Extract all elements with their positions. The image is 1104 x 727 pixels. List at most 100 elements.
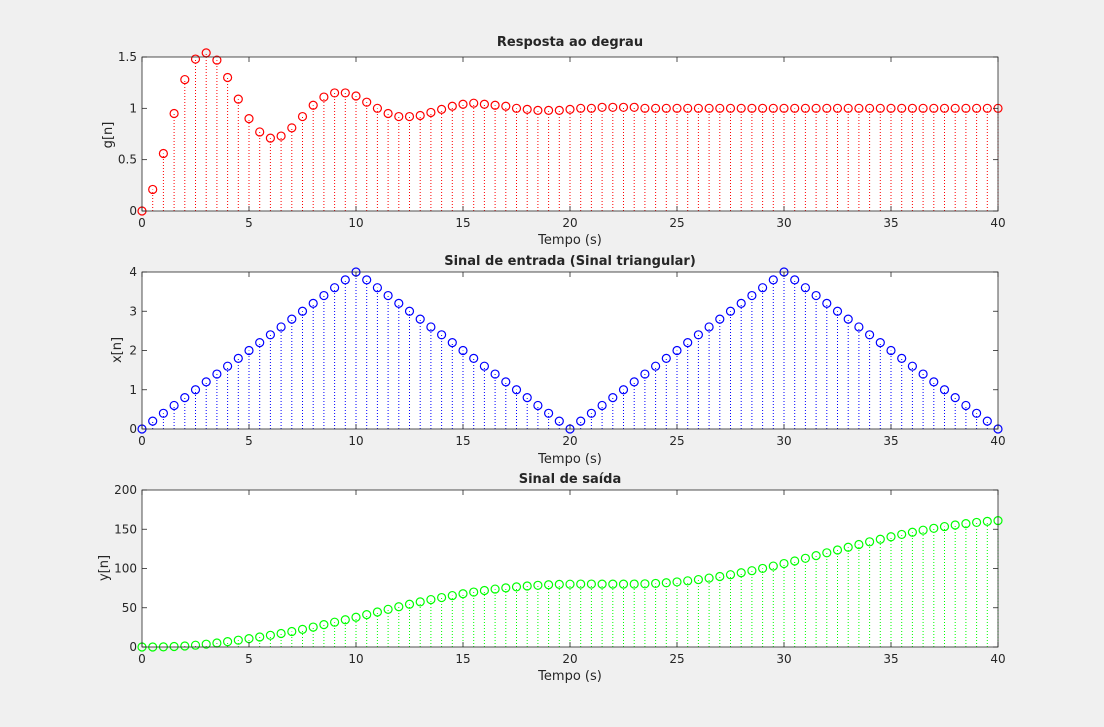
data-point <box>330 283 340 293</box>
y-tick-label: 0.5 <box>118 153 137 167</box>
data-point <box>180 641 190 651</box>
data-point <box>982 416 992 426</box>
data-point <box>319 92 329 102</box>
data-point <box>276 628 286 639</box>
data-point <box>233 635 243 645</box>
data-point <box>297 306 308 316</box>
data-point <box>843 103 853 113</box>
data-point <box>415 597 425 607</box>
data-point <box>683 338 693 348</box>
data-point <box>362 275 372 285</box>
data-point <box>715 571 725 582</box>
y-axis-label: y[n] <box>97 555 112 581</box>
data-point <box>897 529 907 540</box>
x-tick-label: 20 <box>562 652 577 666</box>
data-point <box>897 353 907 363</box>
data-point <box>458 589 468 599</box>
data-point <box>886 103 896 113</box>
data-point <box>522 581 532 591</box>
data-point <box>394 111 404 122</box>
data-point <box>790 556 800 566</box>
data-point <box>180 393 190 403</box>
data-point <box>469 587 479 597</box>
data-point <box>223 72 233 83</box>
data-point <box>843 542 853 552</box>
data-point <box>148 416 158 426</box>
data-point <box>244 113 254 124</box>
data-point <box>725 570 736 580</box>
data-point <box>907 103 918 113</box>
data-point <box>576 579 586 589</box>
data-point <box>875 534 885 544</box>
data-point <box>501 583 511 593</box>
data-point <box>351 612 361 622</box>
axes-step-response: Resposta ao degrau Tempo (s) g[n] 0 5 10 15… <box>101 35 1006 248</box>
data-point <box>939 521 950 532</box>
x-tick-label: 10 <box>348 652 363 666</box>
data-point <box>158 148 168 159</box>
data-point <box>447 338 457 348</box>
data-point <box>597 102 607 112</box>
data-point <box>212 55 222 65</box>
data-point <box>608 579 618 589</box>
data-point <box>768 275 778 285</box>
data-point <box>233 94 243 104</box>
data-point <box>822 548 832 558</box>
y-tick-label: 0 <box>129 640 137 654</box>
data-point <box>779 558 789 569</box>
x-tick-label: 30 <box>776 216 791 230</box>
x-axis-label: Tempo (s) <box>537 233 602 248</box>
data-point <box>404 306 415 316</box>
data-point <box>212 369 222 379</box>
data-point <box>586 103 597 113</box>
data-point <box>190 54 201 64</box>
data-point <box>907 527 918 537</box>
data-point <box>768 561 778 571</box>
data-point <box>437 592 447 603</box>
data-point <box>843 314 853 324</box>
data-point <box>982 103 992 113</box>
data-point <box>383 290 393 301</box>
data-point <box>522 104 532 114</box>
data-point <box>929 523 939 533</box>
data-point <box>661 103 671 113</box>
data-point <box>875 103 885 113</box>
data-point <box>447 101 457 111</box>
data-point <box>800 283 811 293</box>
data-point <box>394 298 404 308</box>
data-point <box>576 416 586 426</box>
data-point <box>608 393 618 403</box>
data-point <box>704 103 714 113</box>
data-point <box>180 74 190 85</box>
data-point <box>800 103 811 113</box>
data-point <box>672 345 682 356</box>
data-point <box>629 579 639 589</box>
data-point <box>800 553 811 563</box>
y-tick-label: 4 <box>129 265 137 279</box>
data-point <box>201 377 211 387</box>
data-point <box>811 551 821 561</box>
data-point <box>265 133 275 143</box>
y-axis-label: g[n] <box>101 122 116 149</box>
data-point <box>961 103 971 113</box>
data-point <box>190 385 201 395</box>
data-point <box>426 594 436 605</box>
data-point <box>340 615 350 625</box>
data-point <box>383 108 393 119</box>
x-tick-label: 40 <box>990 434 1005 448</box>
data-point <box>950 520 960 530</box>
y-tick-label: 1.5 <box>118 50 137 64</box>
data-point <box>832 103 843 113</box>
data-point <box>233 353 243 363</box>
data-point <box>747 103 757 113</box>
data-point <box>458 345 468 356</box>
x-tick-label: 40 <box>990 652 1005 666</box>
data-point <box>832 306 843 316</box>
data-point <box>255 127 265 137</box>
data-point <box>276 322 286 332</box>
data-point <box>897 103 907 113</box>
data-point <box>693 330 704 340</box>
data-point <box>725 103 736 113</box>
plot-title: Resposta ao degrau <box>497 35 643 50</box>
